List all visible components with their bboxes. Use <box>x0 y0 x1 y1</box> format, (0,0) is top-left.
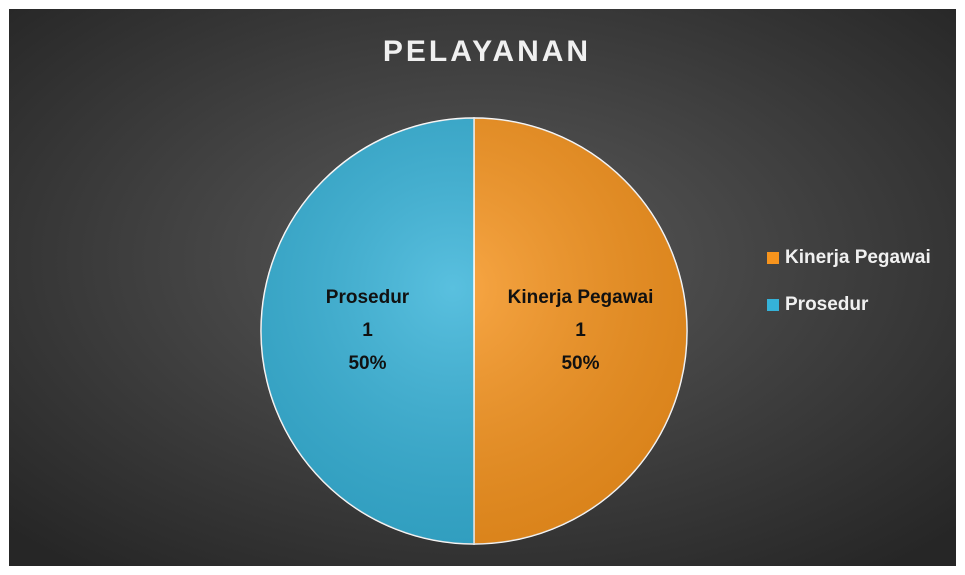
legend-swatch <box>767 299 779 311</box>
legend-swatch <box>767 252 779 264</box>
legend: Kinerja Pegawai Prosedur <box>767 247 931 315</box>
data-label-value: 1 <box>575 320 586 341</box>
data-label-value: 1 <box>362 320 373 341</box>
data-label-name: Kinerja Pegawai <box>508 287 654 308</box>
data-label-percent: 50% <box>348 353 386 374</box>
legend-label: Kinerja Pegawai <box>785 247 931 268</box>
pie: Kinerja Pegawai 1 50% Prosedur 1 50% <box>260 117 688 545</box>
data-label-name: Prosedur <box>326 287 410 308</box>
chart-title: PELAYANAN <box>383 35 591 68</box>
data-labels: Kinerja Pegawai 1 50% Prosedur 1 50% <box>326 287 654 374</box>
legend-label: Prosedur <box>785 294 869 315</box>
data-label-percent: 50% <box>561 353 599 374</box>
